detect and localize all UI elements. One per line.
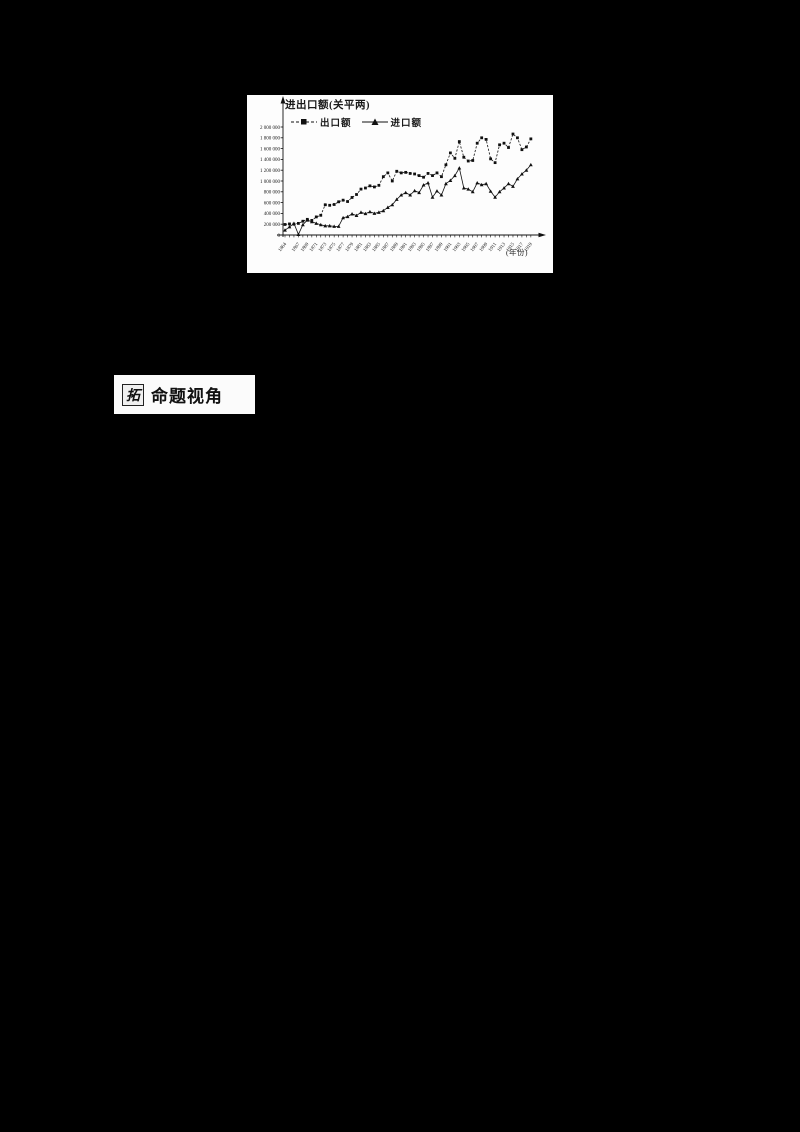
svg-text:1905: 1905 (461, 242, 471, 253)
svg-text:1911: 1911 (488, 242, 498, 253)
svg-text:1915: 1915 (506, 242, 516, 253)
trade-chart-panel: 2 000 000 1 800 000 1 600 000 1 400 000 1 20… (247, 95, 553, 273)
svg-text:1899: 1899 (434, 242, 444, 253)
export-dashed-square-marker-icon (291, 119, 317, 125)
chart-legend: 出口额 进口额 (291, 115, 423, 129)
svg-text:1889: 1889 (390, 242, 400, 253)
svg-text:1907: 1907 (470, 242, 480, 253)
chart-axes (277, 96, 546, 238)
chart-y-axis-title: 进出口额(关平两) (285, 100, 370, 111)
svg-text:1883: 1883 (363, 242, 373, 253)
svg-text:1873: 1873 (318, 242, 328, 253)
svg-text:1891: 1891 (399, 242, 409, 253)
svg-text:1877: 1877 (336, 242, 346, 253)
x-axis-ticks (284, 235, 532, 238)
svg-text:1893: 1893 (408, 242, 418, 253)
import-solid-triangle-marker-icon (361, 118, 388, 125)
legend-label-imports: 进口额 (390, 119, 423, 129)
legend-label-exports: 出口额 (320, 119, 352, 129)
svg-text:1869: 1869 (300, 242, 310, 253)
section-callout: 拓 命题视角 (114, 375, 255, 414)
svg-text:1867: 1867 (291, 242, 301, 253)
svg-text:1903: 1903 (452, 242, 462, 253)
y-axis-ticks-and-labels: 2 000 000 1 800 000 1 600 000 1 400 000 1 20… (260, 126, 283, 239)
svg-text:1897: 1897 (425, 242, 435, 253)
svg-text:1887: 1887 (381, 242, 391, 253)
x-axis-year-labels: 1864 186718691871187318751877187918811883… (278, 242, 534, 253)
svg-text:400 000: 400 000 (264, 212, 281, 217)
svg-text:0: 0 (278, 234, 281, 239)
legend-item-exports: 出口额 (291, 115, 352, 129)
svg-text:1881: 1881 (354, 242, 364, 253)
svg-text:600 000: 600 000 (264, 201, 281, 206)
callout-badge-icon: 拓 (122, 383, 144, 406)
svg-text:1864: 1864 (278, 242, 288, 253)
svg-text:1 000 000: 1 000 000 (260, 180, 281, 185)
svg-text:1909: 1909 (479, 242, 489, 253)
svg-text:1901: 1901 (443, 242, 453, 253)
svg-text:1875: 1875 (327, 242, 337, 253)
series-出口额 (283, 132, 533, 226)
svg-text:1 600 000: 1 600 000 (260, 147, 281, 152)
svg-text:1895: 1895 (417, 242, 427, 253)
series-进口额 (283, 162, 533, 236)
legend-item-imports: 进口额 (361, 115, 423, 129)
trade-line-chart: 2 000 000 1 800 000 1 600 000 1 400 000 1 20… (260, 96, 546, 253)
svg-text:1919: 1919 (524, 242, 534, 253)
svg-text:200 000: 200 000 (264, 223, 281, 228)
svg-text:2 000 000: 2 000 000 (260, 126, 281, 131)
callout-title: 命题视角 (151, 387, 223, 406)
svg-text:1 200 000: 1 200 000 (260, 169, 281, 174)
svg-text:1913: 1913 (497, 242, 507, 253)
svg-text:1885: 1885 (372, 242, 382, 253)
svg-text:1 400 000: 1 400 000 (260, 158, 281, 163)
x-axis-unit-label: (年份) (506, 248, 528, 257)
svg-text:800 000: 800 000 (264, 191, 281, 196)
svg-text:1 800 000: 1 800 000 (260, 137, 281, 142)
svg-text:1871: 1871 (309, 242, 319, 253)
svg-text:1879: 1879 (345, 242, 355, 253)
svg-text:1917: 1917 (515, 242, 525, 253)
